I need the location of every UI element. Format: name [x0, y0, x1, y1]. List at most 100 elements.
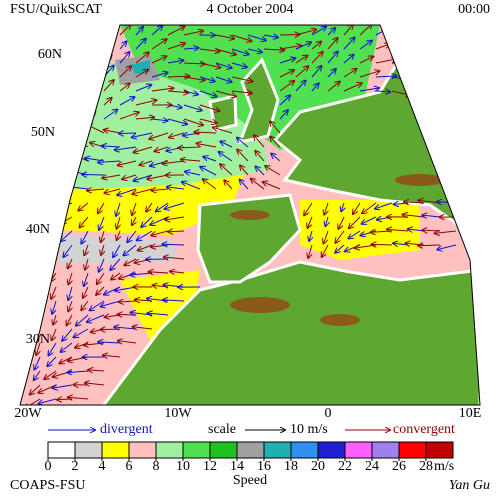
colorbar-swatch [47, 441, 76, 459]
wind-arrow [263, 182, 281, 190]
wind-arrow [254, 135, 265, 148]
wind-arrow [167, 76, 189, 77]
time: 00:00 [458, 2, 490, 17]
wind-arrow [423, 34, 445, 39]
wind-arrow [27, 272, 41, 282]
wind-arrow [215, 62, 232, 68]
wind-arrow [279, 110, 288, 120]
wind-arrow [359, 25, 372, 36]
wind-arrow [101, 300, 121, 307]
wind-arrow [349, 216, 361, 228]
wind-arrow [151, 39, 167, 50]
wind-arrow [407, 63, 424, 66]
wind-arrow [199, 104, 220, 111]
wind-arrow [197, 143, 217, 148]
wind-arrow [84, 272, 89, 286]
wind-arrow [359, 71, 379, 78]
wind-arrow [203, 157, 217, 162]
wind-arrow [79, 216, 89, 227]
wind-arrow [437, 244, 457, 250]
wind-arrow [455, 63, 476, 66]
wind-arrow [311, 27, 326, 36]
wind-arrow [167, 26, 185, 36]
wind-arrow [71, 56, 91, 64]
wind-arrow [133, 327, 153, 329]
wind-arrow [183, 31, 203, 36]
wind-arrow [85, 383, 105, 385]
wind-arrow [263, 49, 284, 50]
wind-arrow [32, 180, 41, 190]
wind-arrow [165, 202, 185, 209]
wind-arrow [122, 174, 137, 179]
wind-arrow [68, 258, 72, 268]
wind-arrow [151, 26, 162, 36]
wind-arrow [57, 399, 73, 400]
wind-arrow [132, 188, 153, 194]
date: 4 October 2004 [206, 2, 293, 17]
wind-arrow [423, 48, 440, 53]
wind-arrow [418, 245, 441, 246]
wind-arrow [44, 370, 57, 379]
colorbar-tick-label: 24 [365, 459, 379, 474]
wind-arrow [327, 82, 340, 92]
wind-arrow [295, 42, 311, 50]
wind-arrow [353, 202, 361, 214]
wind-arrow [103, 355, 121, 357]
wind-arrow [35, 203, 57, 205]
wind-arrow [240, 180, 249, 190]
wind-arrow [96, 286, 105, 295]
wind-arrow [87, 314, 105, 322]
wind-arrow [151, 189, 169, 191]
colorbar-tick-label: 20 [311, 459, 325, 474]
wind-arrow [362, 216, 377, 224]
wind-arrow [135, 85, 151, 92]
wind-arrow [39, 112, 56, 120]
wind-arrow [423, 62, 440, 68]
wind-arrow [119, 66, 131, 78]
wind-arrow [51, 286, 57, 299]
wind-arrow [167, 105, 182, 108]
wind-arrow [341, 202, 344, 211]
wind-arrow [407, 90, 427, 97]
wind-arrow [88, 370, 105, 371]
wind-arrow [39, 88, 61, 91]
wind-arrow [115, 286, 137, 291]
wind-arrow [185, 172, 201, 175]
wind-arrow [61, 230, 73, 241]
wind-arrow [101, 329, 121, 330]
wind-arrow [148, 313, 169, 315]
wind-arrow [85, 258, 88, 270]
wind-arrow [255, 167, 265, 176]
wind-arrow [123, 244, 137, 255]
wind-arrow [71, 34, 88, 35]
lat-label: 50N [31, 125, 55, 140]
wind-arrow [167, 118, 187, 124]
wind-arrow [61, 136, 73, 148]
colorbar-tick-label: 14 [230, 459, 244, 474]
wind-arrow [98, 202, 105, 213]
wind-arrow [348, 230, 361, 239]
lon-label: 0 [325, 406, 332, 421]
wind-arrow [98, 161, 121, 162]
wind-arrow [403, 215, 425, 217]
wind-arrow [68, 300, 72, 311]
wind-arrow [455, 77, 471, 78]
wind-arrow [343, 55, 354, 64]
wind-arrow [231, 34, 251, 41]
colorbar-swatch [101, 441, 130, 459]
wind-arrow [46, 165, 57, 176]
lat-label: 60N [38, 47, 62, 62]
wind-arrow [387, 229, 409, 231]
legend-divergent: divergent [100, 422, 153, 437]
wind-arrow [375, 91, 390, 92]
wind-arrow [39, 398, 57, 404]
wind-arrow [183, 118, 203, 125]
colorbar-swatch [182, 441, 211, 459]
wind-arrow [76, 122, 89, 134]
wind-arrow [215, 90, 236, 96]
wind-arrow [422, 215, 441, 217]
wind-arrow [279, 81, 294, 92]
wind-arrow [311, 52, 323, 64]
wind-arrow [167, 43, 185, 50]
